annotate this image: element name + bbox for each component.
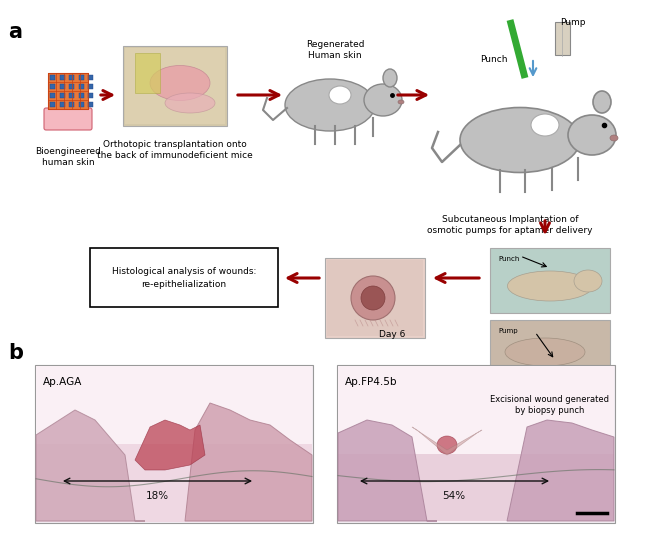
Polygon shape (185, 403, 312, 521)
Ellipse shape (610, 135, 618, 141)
Bar (60, 102, 64, 107)
Bar (36, 366, 312, 522)
Polygon shape (412, 427, 482, 455)
Text: Subcutaneous Implantation of
osmotic pumps for aptamer delivery: Subcutaneous Implantation of osmotic pum… (427, 215, 593, 235)
Bar (36, 444, 312, 522)
Text: Pump: Pump (560, 18, 586, 27)
Bar (135, 53, 160, 93)
Ellipse shape (508, 271, 593, 301)
Text: Punch: Punch (498, 256, 519, 262)
Ellipse shape (437, 436, 457, 454)
Bar (60, 75, 64, 80)
Ellipse shape (531, 114, 559, 136)
Bar (338, 454, 614, 521)
Ellipse shape (150, 66, 210, 100)
Text: Pump: Pump (498, 328, 517, 334)
Bar (88, 93, 93, 98)
Ellipse shape (505, 338, 585, 366)
Bar (50, 93, 55, 98)
Bar (60, 84, 64, 89)
Ellipse shape (383, 69, 397, 87)
Circle shape (351, 276, 395, 320)
Bar (79, 102, 83, 107)
Bar (35, 365, 313, 523)
Bar (490, 320, 610, 380)
Bar (69, 102, 74, 107)
Polygon shape (36, 410, 145, 521)
Text: 18%: 18% (146, 491, 168, 501)
Text: Excisional wound generated
by biopsy punch: Excisional wound generated by biopsy pun… (491, 395, 610, 415)
FancyBboxPatch shape (44, 108, 92, 130)
Bar (325, 258, 425, 338)
Ellipse shape (364, 84, 402, 116)
Text: Regenerated
Human skin: Regenerated Human skin (306, 40, 364, 60)
Ellipse shape (165, 93, 215, 113)
Bar (338, 366, 614, 522)
Polygon shape (555, 22, 570, 55)
Text: Day 6: Day 6 (378, 330, 405, 339)
Bar (69, 93, 74, 98)
Bar (60, 93, 64, 98)
Ellipse shape (460, 108, 580, 173)
Ellipse shape (593, 91, 611, 113)
Bar (69, 84, 74, 89)
Text: Ap.AGA: Ap.AGA (43, 377, 83, 387)
Ellipse shape (398, 100, 404, 104)
Text: a: a (8, 22, 22, 42)
Bar (88, 102, 93, 107)
Bar (88, 84, 93, 89)
Bar (50, 102, 55, 107)
Polygon shape (338, 420, 437, 521)
Bar (50, 84, 55, 89)
Ellipse shape (568, 115, 616, 155)
Text: Ap.FP4.5b: Ap.FP4.5b (345, 377, 398, 387)
Text: Bioengineered
human skin: Bioengineered human skin (35, 147, 101, 167)
Bar (48, 73, 88, 109)
Ellipse shape (285, 79, 375, 131)
Bar (79, 75, 83, 80)
Polygon shape (507, 420, 614, 521)
Text: Punch: Punch (480, 55, 508, 65)
Bar (79, 84, 83, 89)
Text: Orthotopic transplantation onto
the back of immunodeficient mice: Orthotopic transplantation onto the back… (97, 140, 253, 160)
Bar (69, 75, 74, 80)
FancyBboxPatch shape (90, 248, 278, 307)
Bar (490, 248, 610, 313)
Ellipse shape (329, 86, 351, 104)
Circle shape (361, 286, 385, 310)
Ellipse shape (574, 270, 602, 292)
Bar (88, 75, 93, 80)
Text: b: b (8, 343, 23, 363)
Polygon shape (135, 420, 205, 470)
Bar (327, 260, 423, 336)
Bar (337, 365, 615, 523)
Bar (123, 46, 227, 126)
Text: 54%: 54% (443, 491, 465, 501)
Bar (125, 48, 225, 124)
Bar (79, 93, 83, 98)
Bar (50, 75, 55, 80)
Text: Histological analysis of wounds:
re-epithelialization: Histological analysis of wounds: re-epit… (112, 267, 256, 289)
